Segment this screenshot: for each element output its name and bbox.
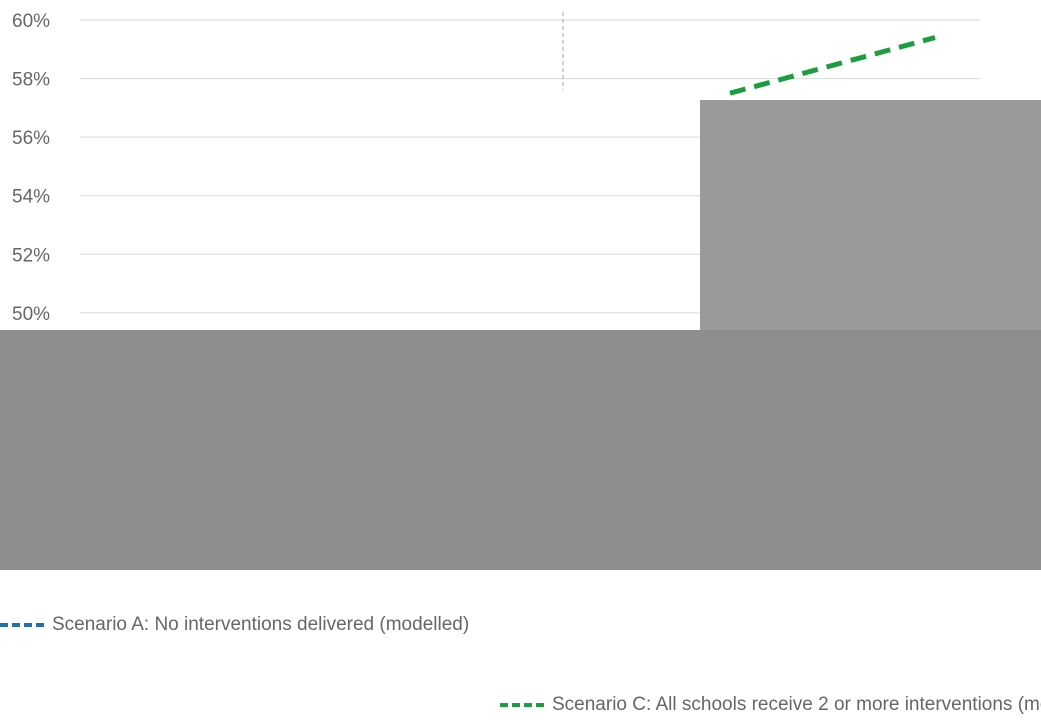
y-tick-label: 54% xyxy=(12,187,50,208)
y-tick-label: 50% xyxy=(12,304,50,325)
legend-item-scenario-c: Scenario C: All schools receive 2 or mor… xyxy=(500,694,1041,720)
y-tick-label: 52% xyxy=(12,245,50,266)
y-tick-label: 58% xyxy=(12,70,50,91)
legend: Scenario A: No interventions delivered (… xyxy=(0,570,1041,720)
legend-swatch-scenario-a xyxy=(0,622,44,627)
legend-swatch-scenario-c xyxy=(500,702,544,707)
legend-item-scenario-a: Scenario A: No interventions delivered (… xyxy=(0,614,1041,644)
series-line xyxy=(729,35,936,96)
obscured-region xyxy=(0,330,1041,570)
legend-label-scenario-c: Scenario C: All schools receive 2 or mor… xyxy=(552,694,1041,715)
y-tick-label: 56% xyxy=(12,128,50,149)
legend-label-scenario-a: Scenario A: No interventions delivered (… xyxy=(52,614,470,635)
y-tick-label: 60% xyxy=(12,11,50,32)
obscured-region-upper xyxy=(700,100,1041,330)
